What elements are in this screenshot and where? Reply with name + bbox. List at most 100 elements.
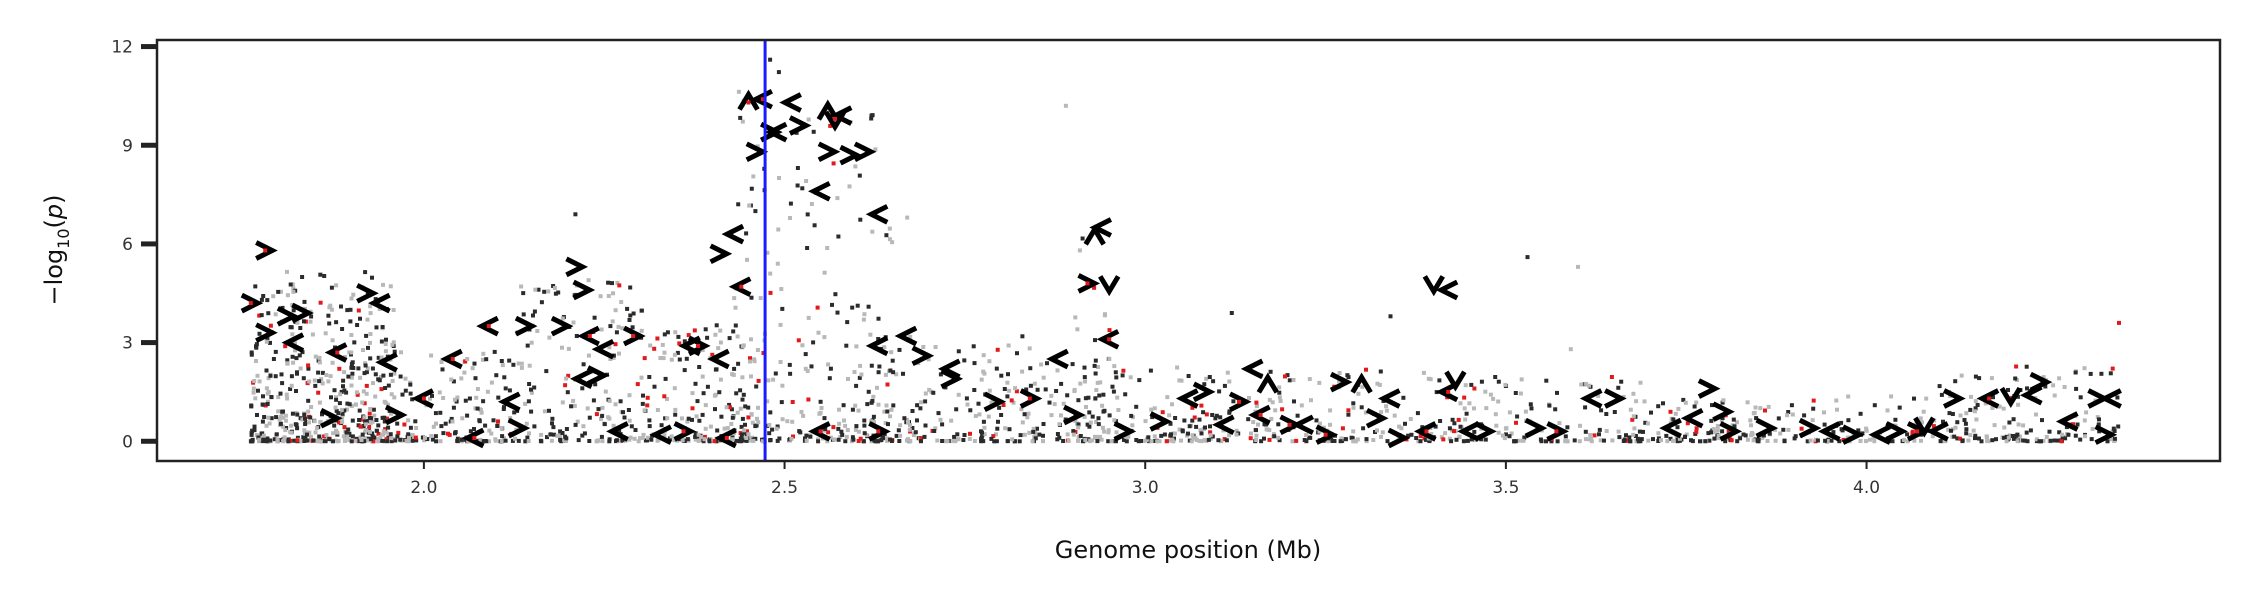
snp-point [1785,413,1790,418]
snp-point [519,284,524,289]
snp-point [302,299,307,304]
snp-point [1463,417,1468,422]
snp-point [527,363,532,368]
snp-point [256,388,260,393]
snp-point [1465,438,1470,443]
snp-point [877,364,882,369]
snp-point [516,438,521,443]
snp-point [367,416,372,420]
snp-point [467,396,472,401]
snp-point [344,390,349,395]
snp-point [2014,364,2019,369]
snp-point [1385,439,1390,444]
snp-point [876,402,881,407]
snp-point [999,373,1004,378]
snp-point [2055,438,2060,443]
snp-point [981,353,986,358]
snp-point [1664,433,1669,438]
snp-point [340,327,345,331]
snp-point [392,395,397,400]
snp-point [1729,438,1734,443]
snp-point [1351,439,1356,444]
snp-point [525,435,530,440]
snp-point [264,423,269,428]
x-tick-label: 2.5 [771,478,798,498]
snp-point [1210,434,1215,439]
snp-point [972,361,977,366]
snp-point [1930,434,1935,439]
snp-point [923,423,928,428]
snp-point [1035,387,1040,392]
snp-point [1258,413,1263,417]
snp-point [383,427,388,432]
snp-point [1364,437,1369,442]
snp-point [410,432,415,437]
snp-point [618,399,623,404]
snp-point [368,420,373,425]
snp-point [398,374,403,379]
snp-point [278,391,283,396]
snp-point [1397,424,1402,429]
snp-point [330,338,335,343]
snp-point [931,390,936,395]
snp-point [1057,435,1062,440]
snp-point [357,418,362,422]
snp-point [569,404,574,409]
snp-point [1299,403,1304,408]
snp-point [1157,439,1162,444]
snp-point [1765,439,1770,443]
snp-point [2059,439,2064,444]
snp-point [1885,408,1890,413]
snp-point [621,410,625,415]
snp-point [717,390,722,395]
snp-point [617,283,622,288]
snp-point [778,360,783,364]
snp-point [607,345,612,350]
snp-point [1429,432,1434,437]
snp-point [816,330,821,335]
snp-point [854,344,859,349]
snp-point [1743,433,1748,438]
snp-point [1504,432,1508,437]
snp-point [383,386,388,390]
snp-point [598,294,603,299]
snp-point [2024,364,2029,369]
snp-point [269,416,274,421]
snp-point [499,426,504,431]
snp-point [374,418,379,422]
snp-point [1006,343,1011,348]
snp-point [606,280,611,285]
snp-point [837,407,841,412]
snp-point [1438,419,1443,423]
snp-point [1355,437,1360,442]
chevron-marker-left [1435,381,1459,403]
chevron-marker-left [281,332,305,353]
snp-point [362,415,367,420]
snp-point [883,372,888,377]
snp-point [281,438,286,443]
snp-point [805,369,810,373]
snp-point [2028,428,2033,433]
snp-point [843,423,848,428]
snp-point [1712,430,1717,435]
snp-point [373,372,378,377]
snp-point [869,419,874,424]
snp-point [1554,429,1559,434]
snp-point [1326,439,1331,444]
snp-point [305,438,310,443]
snp-point [882,345,887,350]
snp-point [1027,430,1032,435]
snp-point [1716,433,1721,438]
snp-point [1977,436,1981,441]
snp-point [264,439,269,444]
snp-point [313,430,318,435]
snp-point [884,436,889,441]
snp-point [702,437,707,442]
snp-point [292,438,297,443]
snp-point [693,437,698,442]
snp-point [850,305,855,310]
snp-point [647,375,652,379]
snp-point [1155,439,1160,444]
chevron-marker-left [411,388,435,409]
snp-point [956,349,961,354]
